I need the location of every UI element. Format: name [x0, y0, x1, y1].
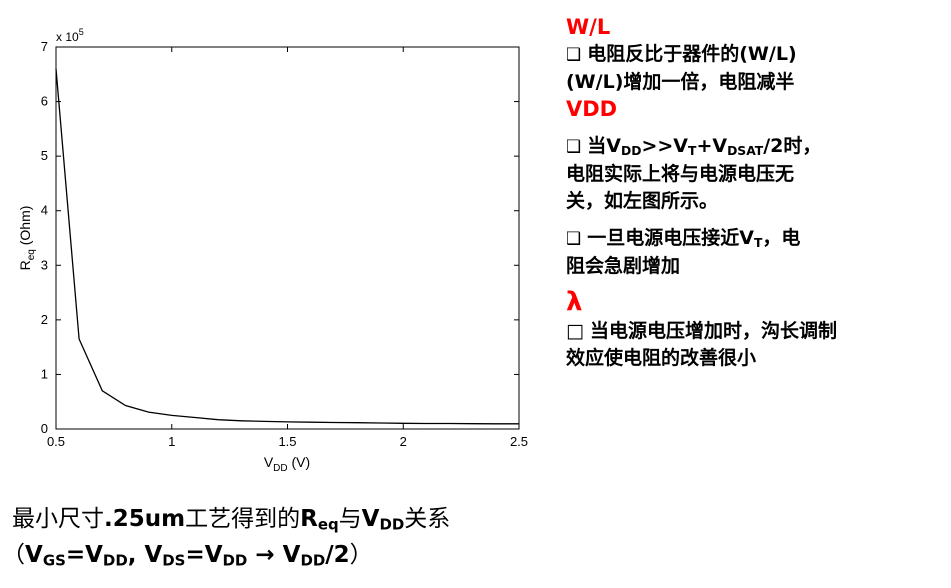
checkbox-bullet-icon: ❑ [566, 137, 582, 157]
x-tick-label: 1.5 [278, 434, 296, 449]
req-vs-vdd-chart: 0.5 1 1.5 2 2.5 0 1 2 3 4 5 6 7 x 105 VDD (V) Req (… [17, 27, 528, 474]
bullet-vdd-independent: ❑ 当VDD>>VT+VDSAT/2时， [566, 135, 822, 159]
caption-line-1: 最小尺寸.25um工艺得到的Req与VDD关系 [12, 506, 451, 534]
x-tick-label: 2.5 [510, 434, 528, 449]
y-multiplier-label: x 105 [56, 27, 84, 44]
y-tick-label: 4 [41, 203, 48, 218]
text-clm-line2: 效应使电阻的改善很小 [566, 347, 757, 369]
checkbox-bullet-icon: ❑ [566, 229, 582, 249]
text-vdd-line2: 电阻实际上将与电源电压无 [566, 163, 795, 185]
x-axis-ticks: 0.5 1 1.5 2 2.5 [47, 47, 528, 449]
y-tick-label: 2 [41, 312, 48, 327]
y-tick-label: 7 [41, 39, 48, 54]
bullet-wl-inverse: ❑ 电阻反比于器件的(W/L) [566, 43, 797, 65]
bullet-channel-length-modulation: □ 当电源电压增加时，沟长调制 [566, 320, 837, 342]
y-axis-label: Req (Ohm) [17, 206, 37, 271]
heading-vdd: VDD [566, 97, 618, 121]
checkbox-bullet-icon: ❑ [566, 45, 582, 65]
heading-wl: W/L [566, 15, 611, 39]
req-series-line [55, 68, 519, 425]
y-tick-label: 6 [41, 94, 48, 109]
text-vdd-line3: 关，如左图所示。 [566, 190, 719, 212]
x-tick-label: 1 [168, 434, 175, 449]
x-tick-label: 0.5 [47, 434, 65, 449]
y-axis-ticks: 0 1 2 3 4 5 6 7 [41, 39, 519, 436]
y-tick-label: 1 [41, 366, 48, 381]
y-tick-label: 3 [41, 257, 48, 272]
square-bullet-icon: □ [566, 320, 584, 342]
caption-line-2: （VGS=VDD, VDS=VDD → VDD/2） [2, 542, 373, 570]
plot-frame [55, 46, 520, 430]
heading-lambda: λ [566, 287, 583, 317]
y-tick-label: 5 [41, 148, 48, 163]
text-near-vt-line2: 阻会急剧增加 [566, 255, 681, 277]
text-wl-double: (W/L)增加一倍，电阻减半 [566, 71, 795, 93]
explanation-panel: W/L ❑ 电阻反比于器件的(W/L) (W/L)增加一倍，电阻减半 VDD ❑ 当… [566, 14, 946, 372]
bullet-near-vt: ❑ 一旦电源电压接近VT，电 [566, 227, 801, 251]
x-axis-label: VDD (V) [264, 454, 310, 474]
y-tick-label: 0 [41, 421, 48, 436]
x-tick-label: 2 [400, 434, 407, 449]
